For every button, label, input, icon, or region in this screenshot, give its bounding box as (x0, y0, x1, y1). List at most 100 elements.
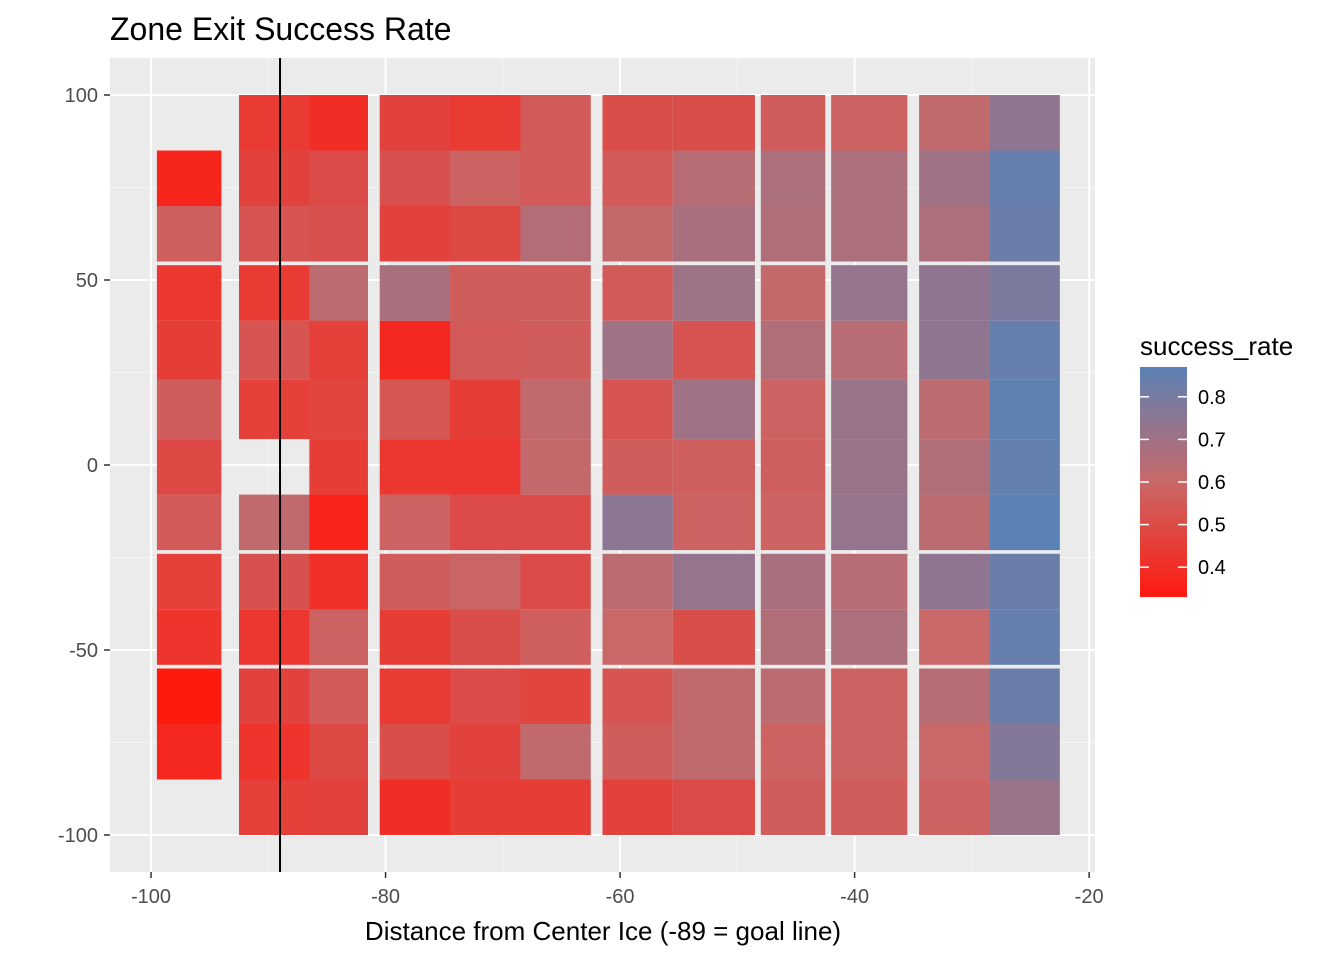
heatmap-cell (602, 379, 673, 440)
heatmap-cell (602, 320, 673, 380)
heatmap-cell (602, 779, 673, 835)
heatmap-cell (156, 494, 222, 551)
heatmap-cell (602, 494, 673, 551)
heatmap-cell (520, 320, 591, 380)
heatmap-cell (602, 553, 673, 610)
heatmap-cell (450, 668, 521, 724)
heatmap-cell (156, 379, 222, 440)
heatmap-cell (989, 779, 1060, 835)
heatmap-cell (989, 150, 1060, 206)
heatmap-cell (309, 379, 368, 440)
y-tick-label: 0 (87, 455, 98, 477)
heatmap-cell (520, 379, 591, 440)
heatmap-cell (919, 379, 990, 440)
heatmap-cell (672, 379, 755, 440)
heatmap-cell (520, 150, 591, 206)
heatmap-cell (989, 439, 1060, 495)
legend-break-label: 0.8 (1198, 387, 1226, 409)
heatmap-cell (520, 439, 591, 495)
heatmap-cell (309, 95, 368, 151)
heatmap-cell (309, 439, 368, 495)
heatmap-cell (602, 150, 673, 206)
heatmap-cell (672, 779, 755, 835)
heatmap-cell (760, 553, 826, 610)
heatmap-cell (672, 206, 755, 262)
x-axis: -100 -80 -60 -40 -20 (131, 872, 1104, 908)
heatmap-cell (919, 320, 990, 380)
heatmap-cell (760, 494, 826, 551)
heatmap-cell (156, 609, 222, 665)
heatmap-cell (450, 95, 521, 151)
heatmap-cell (602, 724, 673, 780)
heatmap-cell (989, 320, 1060, 380)
heatmap-cell (672, 494, 755, 551)
heatmap-cell (989, 668, 1060, 724)
heatmap-cell (831, 779, 908, 835)
heatmap-cell (450, 609, 521, 665)
heatmap-cell (450, 553, 521, 610)
heatmap-cell (520, 553, 591, 610)
heatmap-cell (520, 668, 591, 724)
heatmap-cell (919, 95, 990, 151)
heatmap-cell (989, 265, 1060, 321)
heatmap-cell (156, 265, 222, 321)
heatmap-cell (760, 779, 826, 835)
heatmap-cell (156, 206, 222, 262)
heatmap-cell (831, 265, 908, 321)
legend-break-label: 0.6 (1198, 472, 1226, 494)
heatmap-cell (520, 724, 591, 780)
x-tick-label: -40 (840, 886, 869, 908)
heatmap-cell (672, 668, 755, 724)
heatmap-cell (156, 724, 222, 780)
heatmap-cell (919, 553, 990, 610)
y-tick-label: 100 (65, 85, 98, 107)
heatmap-cell (450, 779, 521, 835)
heatmap-cell (156, 150, 222, 206)
heatmap-cell (156, 439, 222, 495)
heatmap-cell (309, 150, 368, 206)
legend-break-label: 0.4 (1198, 557, 1226, 579)
heatmap-cell (672, 439, 755, 495)
heatmap-cell (602, 95, 673, 151)
heatmap-cell (309, 779, 368, 835)
heatmap-cells (156, 95, 1060, 835)
heatmap-cell (760, 206, 826, 262)
heatmap-cell (760, 150, 826, 206)
heatmap-cell (672, 95, 755, 151)
heatmap-cell (919, 206, 990, 262)
heatmap-cell (831, 379, 908, 440)
x-axis-title: Distance from Center Ice (-89 = goal lin… (365, 916, 841, 946)
heatmap-cell (919, 439, 990, 495)
heatmap-cell (760, 379, 826, 440)
heatmap-cell (602, 668, 673, 724)
heatmap-cell (450, 150, 521, 206)
heatmap-cell (450, 724, 521, 780)
heatmap-cell (919, 265, 990, 321)
heatmap-cell (672, 265, 755, 321)
heatmap-cell (450, 265, 521, 321)
heatmap-cell (919, 609, 990, 665)
heatmap-cell (450, 320, 521, 380)
x-tick-label: -60 (606, 886, 635, 908)
legend-break-label: 0.5 (1198, 515, 1226, 537)
heatmap-cell (989, 95, 1060, 151)
heatmap-cell (919, 724, 990, 780)
heatmap-cell (831, 609, 908, 665)
heatmap-cell (760, 320, 826, 380)
heatmap-cell (831, 95, 908, 151)
heatmap-cell (309, 320, 368, 380)
heatmap-cell (672, 150, 755, 206)
heatmap-cell (831, 553, 908, 610)
heatmap-cell (919, 494, 990, 551)
heatmap-cell (831, 206, 908, 262)
heatmap-cell (989, 609, 1060, 665)
heatmap-cell (602, 206, 673, 262)
legend-title: success_rate (1140, 331, 1293, 361)
heatmap-cell (309, 494, 368, 551)
heatmap-cell (672, 320, 755, 380)
y-tick-label: -100 (58, 825, 98, 847)
heatmap-cell (520, 494, 591, 551)
heatmap-cell (520, 265, 591, 321)
heatmap-cell (520, 95, 591, 151)
heatmap-cell (831, 494, 908, 551)
